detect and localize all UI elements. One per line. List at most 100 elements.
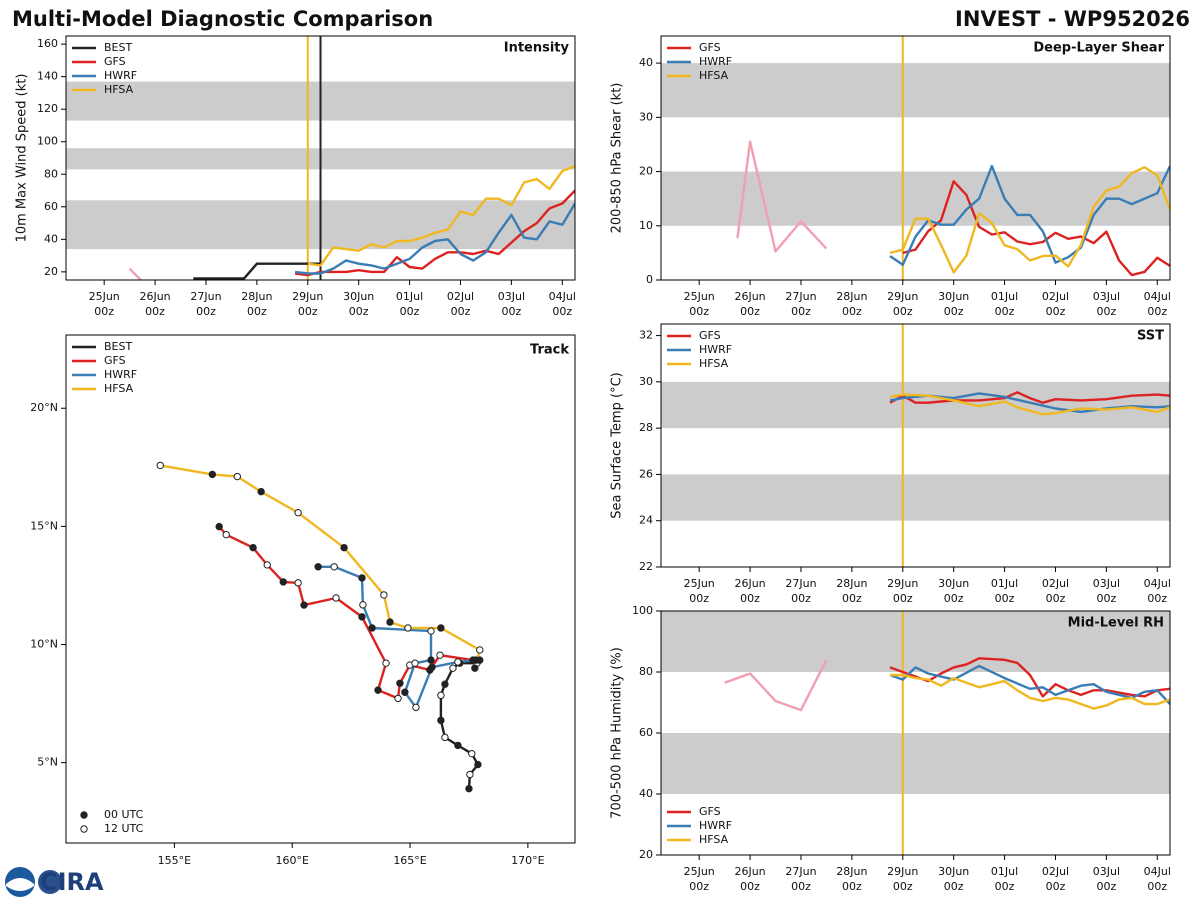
track-point	[257, 487, 265, 496]
track-point	[476, 646, 484, 654]
y-tick-label: 10°N	[30, 638, 58, 651]
track-point	[368, 624, 376, 632]
x-tick-label: 01Jul 00z	[396, 290, 423, 318]
y-tick-label: 20°N	[30, 401, 58, 414]
y-tick-label: 10	[639, 219, 653, 232]
axes-frame	[660, 35, 1171, 281]
x-tick-label: 30Jun 00z	[938, 577, 969, 605]
legend-label: HFSA	[104, 83, 134, 96]
track-point	[441, 733, 449, 742]
track-point	[427, 627, 435, 635]
legend-label: HWRF	[699, 819, 732, 832]
track-point	[294, 508, 302, 517]
y-tick-label: 30	[639, 110, 653, 123]
series-line	[889, 164, 1170, 266]
y-tick-label: 60	[639, 726, 653, 739]
series-line	[889, 391, 1170, 404]
series-line	[889, 393, 1170, 416]
y-axis-label: Sea Surface Temp (°C)	[610, 372, 625, 519]
shaded-band	[661, 474, 1170, 521]
panel: 0 10 20 30 40 25Jun 00z 26Jun 00z 27Jun 00z 28Jun 00…	[610, 35, 1171, 318]
panel-title: Intensity	[504, 41, 570, 56]
x-tick-label: 26Jun 00z	[139, 290, 170, 318]
x-tick-label: 03Jul 00z	[498, 290, 525, 318]
cira-globe	[38, 870, 62, 894]
x-tick-label: 26Jun 00z	[734, 865, 765, 893]
series-line	[294, 189, 575, 277]
series-line	[902, 180, 1170, 277]
panel-title: Deep-Layer Shear	[1033, 41, 1164, 56]
y-tick-label: 15°N	[30, 519, 58, 532]
track-point	[394, 694, 402, 703]
x-tick-label: 02Jul 00z	[1042, 577, 1069, 605]
series-line	[307, 164, 575, 267]
shaded-band	[661, 733, 1170, 794]
track-point	[156, 461, 164, 470]
y-tick-label: 40	[639, 56, 653, 69]
track-point	[401, 688, 409, 696]
track-point	[396, 679, 404, 687]
track-point	[466, 770, 474, 779]
storm-id: INVEST - WP952026	[955, 7, 1190, 31]
x-tick-label: 01Jul 00z	[991, 865, 1018, 893]
track-point	[300, 601, 308, 609]
legend-label: HFSA	[699, 357, 729, 370]
y-tick-label: 24	[639, 514, 653, 527]
legend-label: GFS	[699, 41, 721, 54]
track-point	[427, 656, 435, 664]
track-point	[359, 601, 367, 609]
y-tick-label: 26	[639, 467, 653, 480]
track-point	[332, 594, 340, 602]
track-point	[412, 703, 420, 712]
x-tick-label: 30Jun 00z	[938, 290, 969, 318]
series-line	[193, 262, 321, 280]
x-tick-label: 04Jul 00z	[549, 290, 576, 318]
legend-marker	[80, 825, 88, 833]
legend-label: HFSA	[104, 382, 134, 395]
track-line	[218, 525, 474, 700]
legend-label: GFS	[104, 354, 126, 367]
track-point	[358, 574, 366, 582]
track-point	[263, 561, 271, 569]
y-tick-label: 100	[632, 604, 653, 617]
legend-label: GFS	[699, 805, 721, 818]
y-tick-label: 100	[37, 135, 58, 148]
track-point	[380, 591, 388, 599]
legend-label: GFS	[104, 55, 126, 68]
legend-label: HWRF	[699, 343, 732, 356]
panel-title: Mid-Level RH	[1068, 616, 1164, 631]
x-tick-label: 25Jun 00z	[684, 865, 715, 893]
y-tick-label: 0	[646, 273, 653, 286]
axes-frame	[660, 610, 1171, 856]
legend-marker	[80, 811, 88, 819]
axes-frame	[65, 334, 576, 844]
track-point	[374, 686, 382, 694]
series-line	[889, 166, 1170, 274]
logo: CIRA	[5, 867, 104, 897]
x-tick-label: 04Jul 00z	[1144, 577, 1171, 605]
y-tick-label: 32	[639, 329, 653, 342]
axes-frame	[65, 35, 576, 281]
x-tick-label: 29Jun 00z	[887, 865, 918, 893]
x-tick-label: 28Jun 00z	[836, 290, 867, 318]
y-tick-label: 80	[639, 665, 653, 678]
legend-label: HWRF	[104, 69, 137, 82]
panel-title: Track	[530, 343, 569, 358]
track-point	[454, 658, 462, 666]
panel: 20 40 60 80 100 120 140 160 25Jun 00z 26Jun 00z 27Ju…	[15, 35, 576, 318]
x-tick-label: 29Jun 00z	[887, 577, 918, 605]
track-point	[454, 741, 462, 750]
legend-label: GFS	[699, 329, 721, 342]
x-tick-label: 04Jul 00z	[1144, 865, 1171, 893]
track-point	[437, 716, 445, 725]
x-tick-label: 170°E	[511, 854, 544, 867]
series-line	[890, 673, 1170, 710]
x-tick-label: 02Jul 00z	[447, 290, 474, 318]
x-tick-label: 27Jun 00z	[785, 290, 816, 318]
y-tick-label: 40	[44, 232, 58, 245]
track-point	[233, 472, 242, 481]
legend-label: HFSA	[699, 833, 729, 846]
track-point	[474, 760, 482, 769]
x-tick-label: 165°E	[393, 854, 426, 867]
y-tick-label: 140	[37, 70, 58, 83]
